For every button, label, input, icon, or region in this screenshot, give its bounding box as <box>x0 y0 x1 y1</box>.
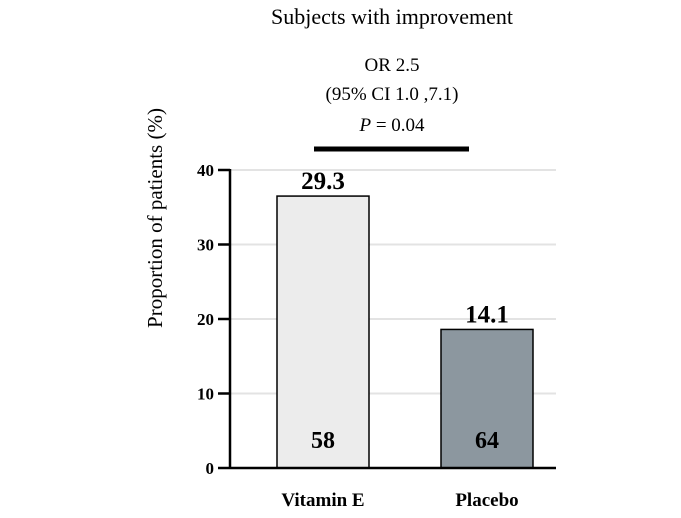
bar-n-label: 64 <box>475 428 499 454</box>
bars <box>276 195 534 469</box>
y-axis: 0 10 20 30 40 <box>197 161 556 478</box>
y-tick-label: 40 <box>197 161 214 180</box>
p-value-label: P = 0.04 <box>358 115 425 136</box>
p-italic: P <box>358 115 371 136</box>
confidence-interval-label: (95% CI 1.0 ,7.1) <box>326 84 459 105</box>
y-tick-label: 20 <box>197 310 214 329</box>
y-tick-label: 30 <box>197 236 214 255</box>
y-tick-label: 0 <box>206 459 215 478</box>
odds-ratio-label: OR 2.5 <box>365 55 420 76</box>
y-tick-label: 10 <box>197 385 214 404</box>
p-value: = 0.04 <box>371 115 425 136</box>
bar-value-label: 14.1 <box>465 301 509 328</box>
chart-title: Subjects with improvement <box>271 4 513 29</box>
bar-n-label: 58 <box>311 428 335 454</box>
x-category-label: Placebo <box>455 490 518 511</box>
bar <box>276 195 370 469</box>
x-category-label: Vitamin E <box>281 490 364 511</box>
bar-labels: 29.3 58 Vitamin E 14.1 64 Placebo <box>281 168 518 511</box>
bar-value-label: 29.3 <box>301 168 345 195</box>
y-axis-label: Proportion of patients (%) <box>143 108 167 328</box>
